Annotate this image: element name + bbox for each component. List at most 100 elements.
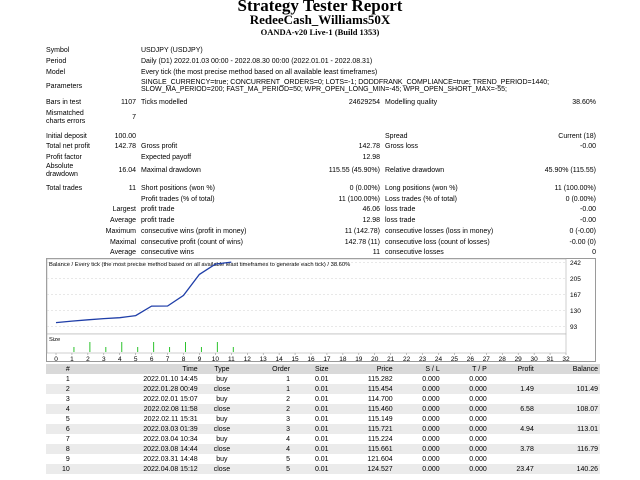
table-cell: 0.000 [441,444,489,454]
net-profit-label: Total net profit [46,143,90,150]
table-cell: 9 [65,455,70,463]
table-cell: 2022.02.11 15:31 [143,415,198,423]
table-cell: 0.000 [422,395,440,403]
table-cell: 0.01 [314,375,329,383]
x-tick-label: 3 [102,356,106,362]
column-header: T / P [441,364,489,374]
absolute-drawdown-label-2: drawdown [46,171,78,178]
symbol-label: Symbol [46,47,70,54]
ticks-label: Ticks modelled [141,99,188,106]
column-header: Size [292,364,331,374]
table-cell: 115.149 [367,415,393,423]
mismatch-label-2: charts errors [46,118,86,125]
table-cell: 0.01 [292,404,331,414]
model-label: Model [46,69,66,76]
maximal-consecutive-profit-label: consecutive profit (count of wins) [141,239,243,246]
x-tick-label: 9 [198,356,202,362]
long-positions-value: 11 (100.00%) [554,185,596,192]
total-trades-label: Total trades [46,185,83,192]
column-header: # [46,364,72,374]
gross-profit-value: 142.78 [358,143,380,150]
x-tick-label: 4 [118,356,122,362]
table-cell: 4.94 [488,424,536,434]
table-row: 3 2022.02.01 15:07 buy 2 0.01 114.700 0.000 0.0… [46,394,600,404]
x-tick-label: 2 [86,356,90,362]
expected-payoff-label: Expected payoff [141,154,192,161]
x-tick-label: 17 [323,356,331,362]
balance-line [55,261,232,324]
table-cell: close [199,464,245,474]
quality-label: Modelling quality [385,99,438,106]
parameters-line-2: SLOW_MA_PERIOD=200; FAST_MA_PERIOD=50; W… [141,86,507,93]
x-tick-label: 30 [531,356,539,362]
table-cell: 1 [286,375,291,383]
x-tick-label: 14 [276,356,284,362]
broker-build: OANDA-v20 Live-1 (Build 1353) [260,27,380,37]
table-cell: 0.000 [422,455,440,463]
table-cell: 2022.01.10 14:45 [143,375,198,383]
x-tick-label: 11 [228,356,235,362]
bars-label: Bars in test [46,99,82,106]
x-tick-label: 8 [182,356,186,362]
table-cell: 0.01 [314,435,329,443]
table-cell: 8 [46,444,72,454]
table-cell: close [199,424,245,434]
table-cell: 2 [286,395,291,403]
report-title: Strategy Tester Report [237,0,403,15]
table-cell: 1 [244,384,293,394]
table-cell: 0.000 [394,404,442,414]
column-header: S / L [394,364,442,374]
average-label: Average [110,217,136,224]
column-header: Balance [535,364,600,374]
mismatch-value: 7 [132,114,136,121]
y-tick-label: 205 [570,276,581,283]
table-cell: 115.282 [367,375,393,383]
spread-label: Spread [385,133,408,140]
long-positions-label: Long positions (won %) [385,185,458,192]
x-tick-label: 13 [260,356,268,362]
table-cell: 6 [46,424,72,434]
maximal-drawdown-label: Maximal drawdown [141,167,201,174]
chart-title: Balance / Every tick (the most precise m… [49,262,350,268]
loss-trades-label: Loss trades (% of total) [385,196,457,203]
initial-deposit-label: Initial deposit [46,133,87,140]
maximum-label: Maximum [105,228,136,235]
table-cell: close [199,404,245,414]
x-tick-label: 16 [307,356,315,362]
x-tick-label: 22 [403,356,411,362]
table-cell [489,454,536,464]
x-tick-label: 31 [546,356,554,362]
maximal-consecutive-loss-label: consecutive loss (count of losses) [385,239,490,246]
table-cell: buy [216,435,228,443]
table-row: 9 2022.03.31 14:48 buy 5 0.01 121.604 0.000 0.0… [46,454,600,464]
y-tick-label: 93 [570,324,578,331]
table-cell: 2022.02.08 11:58 [71,404,200,414]
max-consecutive-wins-value: 11 (142.78) [344,228,380,235]
short-positions-label: Short positions (won %) [141,185,215,192]
initial-deposit-value: 100.00 [114,133,136,140]
table-cell: 3 [65,395,70,403]
table-cell: 0.000 [441,404,489,414]
average-consecutive-label: Average [110,249,136,256]
table-cell [536,434,600,444]
table-cell: close [199,444,245,454]
largest-loss-value: -0.00 [580,206,596,213]
table-cell: 114.700 [367,395,393,403]
table-cell: 0.01 [314,455,329,463]
table-cell: buy [216,415,228,423]
mismatch-label-1: Mismatched [46,110,84,117]
table-row: 8 2022.03.08 14:44 close 4 0.01 115.661 0.000 0… [46,444,600,454]
table-cell: 0.000 [469,375,487,383]
x-tick-label: 5 [134,356,138,362]
largest-profit-label: profit trade [141,206,175,213]
maximal-consecutive-loss-value: -0.00 (0) [569,239,596,246]
table-cell: 2 [244,404,293,414]
relative-drawdown-label: Relative drawdown [385,167,445,174]
x-tick-label: 28 [499,356,507,362]
table-cell: 0.000 [422,375,440,383]
table-cell [489,434,536,444]
table-cell: 0.000 [441,424,489,434]
